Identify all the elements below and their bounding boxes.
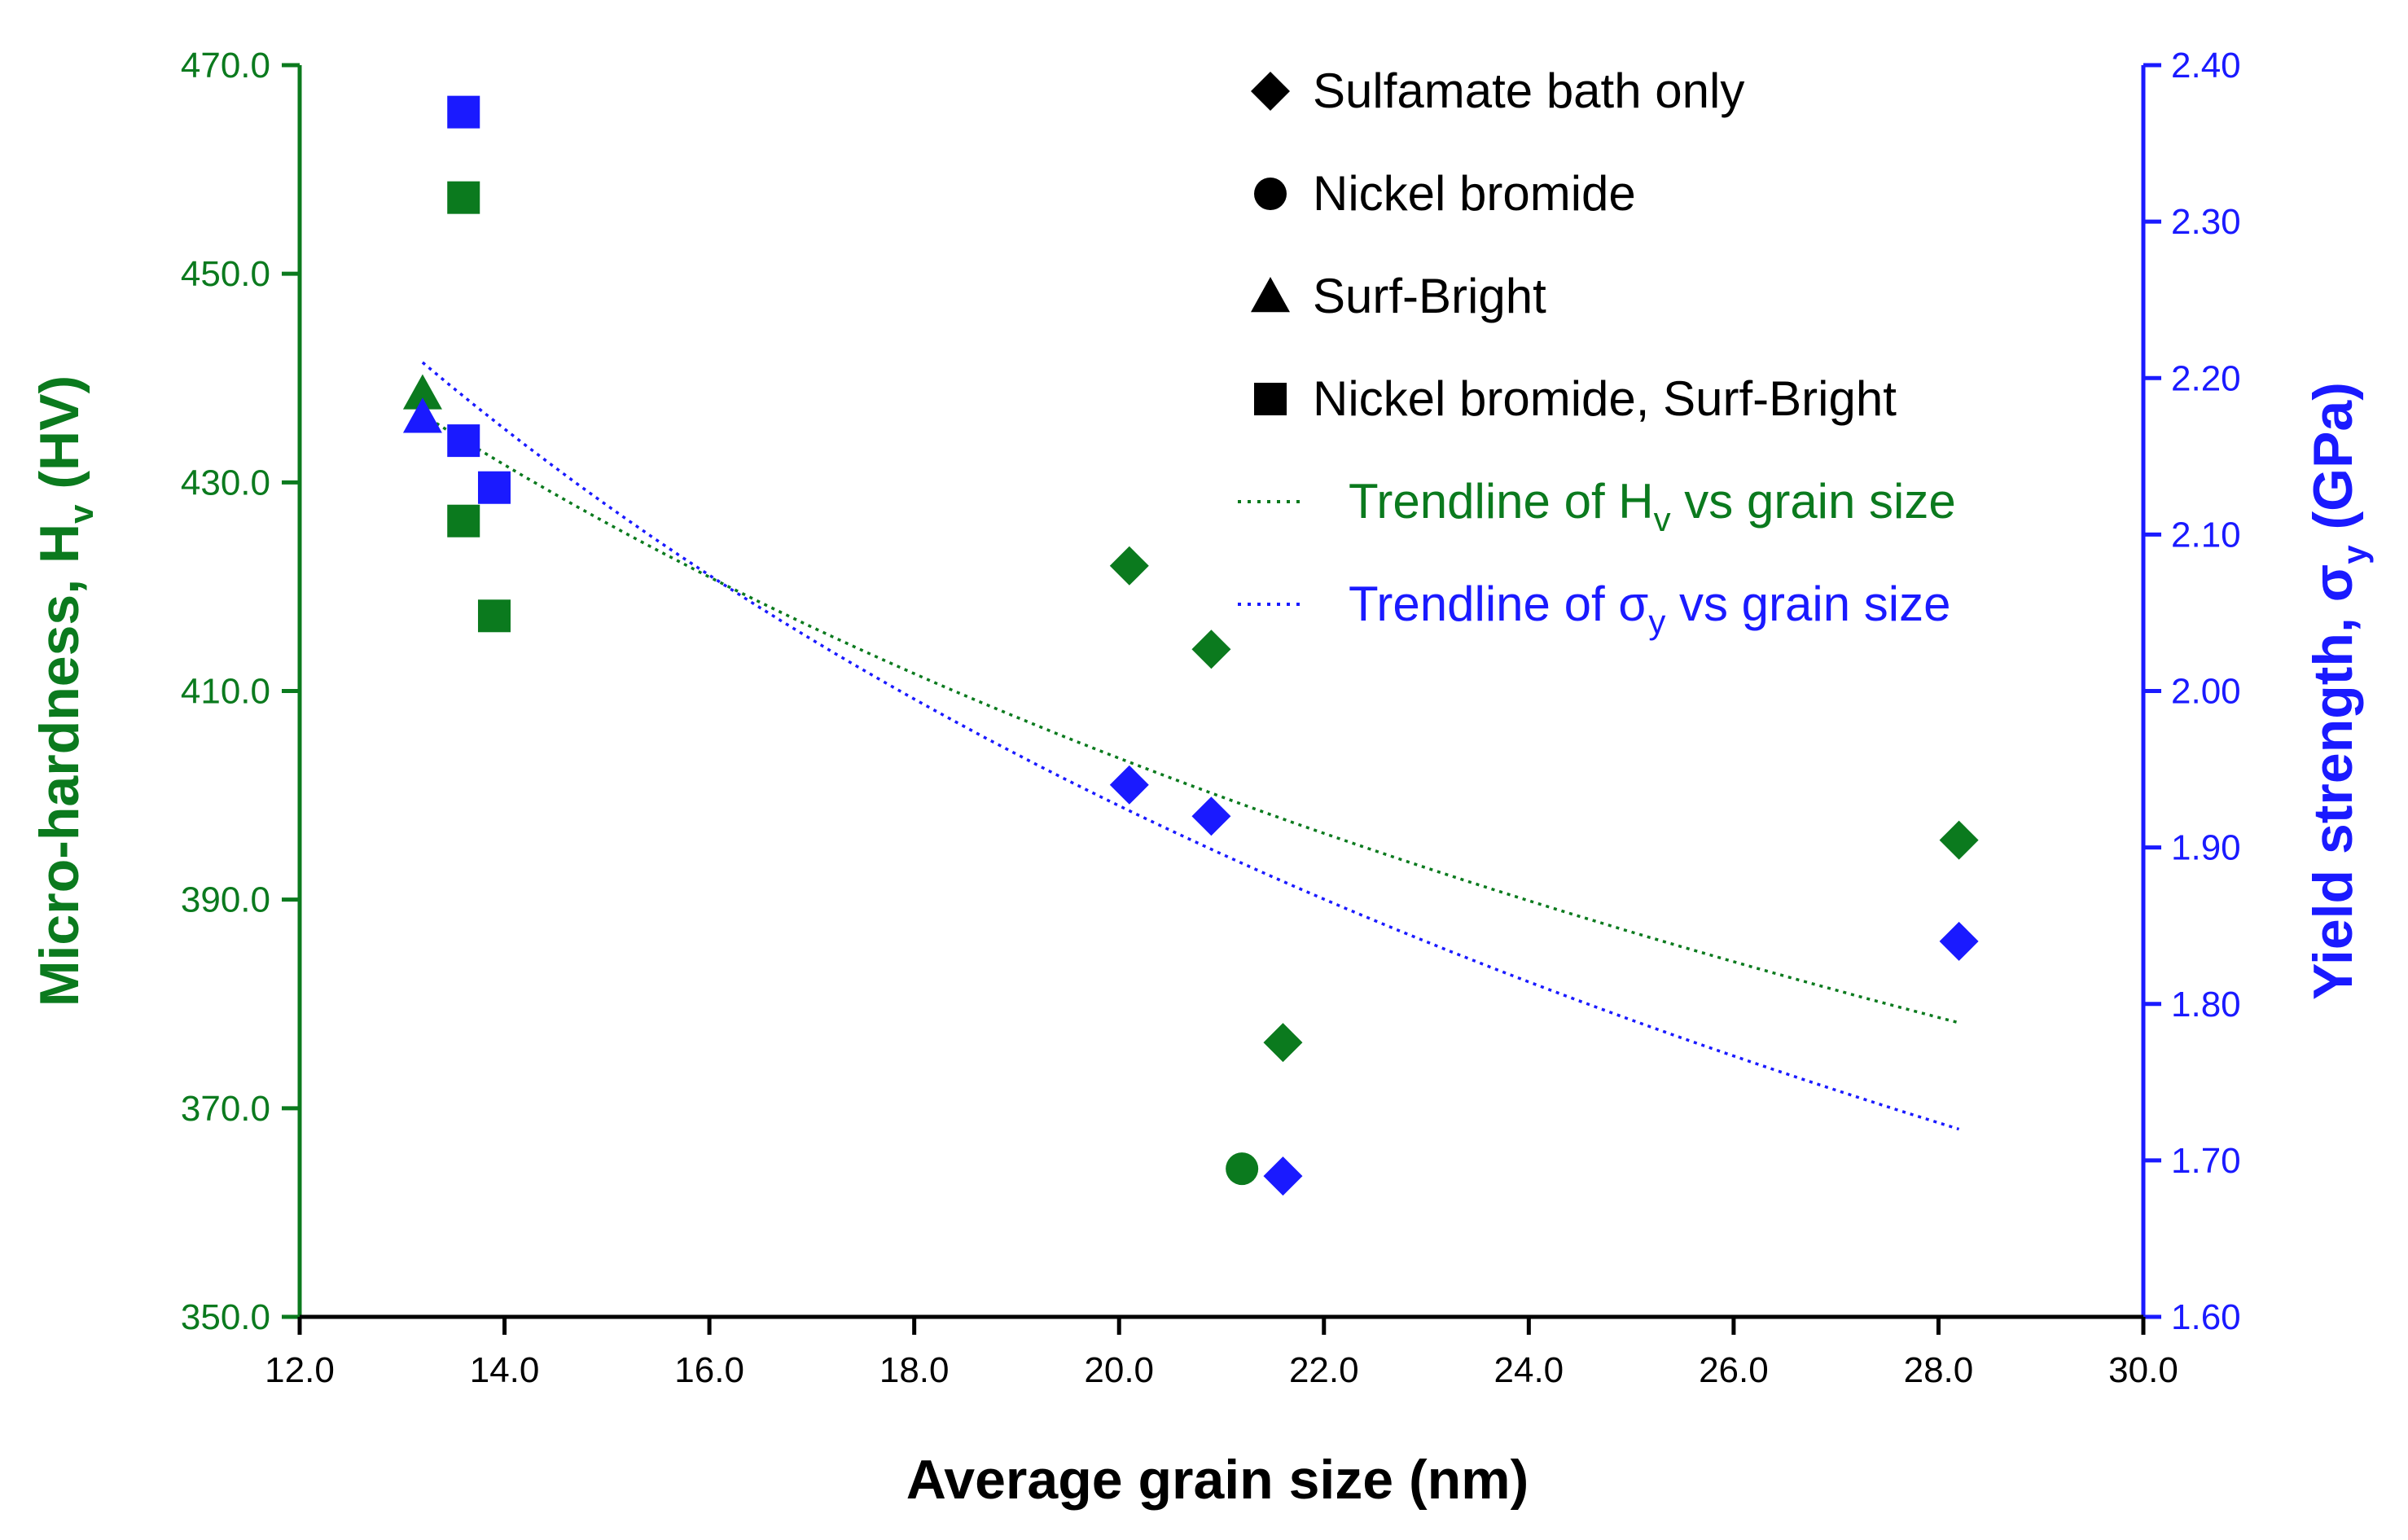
y-right-tick-label: 1.90 [2171,828,2241,868]
hardness-point-square [477,599,511,633]
legend-label-tail: vs grain size [1665,577,1950,631]
hardness-point-diamond [1263,1023,1303,1063]
legend-label: Nickel bromide, Surf-Bright [1313,371,1897,426]
x-tick-label: 20.0 [1084,1350,1154,1390]
yield-point-square [477,471,511,504]
legend-label-main: Trendline of H [1349,474,1654,529]
trendline-hardness [421,413,1960,1024]
y-left-tick-label: 430.0 [181,463,270,502]
x-tick-label: 22.0 [1289,1350,1359,1390]
yield-point-diamond [1191,796,1231,836]
y-right-axis-title-tail: (GPa) [2302,382,2364,545]
hardness-point-square [447,504,480,537]
y-left-axis-title: Micro-hardness, Hv (HV) [29,375,100,1007]
y-left-tick-label: 350.0 [181,1297,270,1337]
x-tick-label: 24.0 [1494,1350,1564,1390]
x-tick-label: 12.0 [265,1350,335,1390]
y-left-tick-label: 410.0 [181,672,270,712]
axes: 350.0 370.0 390.0 410.0 430.0 450.0 470.0 1.60 1… [181,46,2241,1390]
y-left-tick-label: 390.0 [181,880,270,920]
hardness-point-triangle [402,374,442,410]
axis-titles: Average grain size (nm) Micro-hardness, … [29,375,2374,1511]
x-tick-label: 14.0 [470,1350,540,1390]
y-left-axis-title-main: Micro-hardness, H [29,524,90,1007]
y-right-tick-label: 1.70 [2171,1141,2241,1181]
legend-label: Surf-Bright [1313,269,1546,323]
y-right-tick-label: 2.00 [2171,672,2241,712]
yield-point-triangle [402,397,442,433]
yield-point-diamond [1263,1156,1303,1196]
hardness-point-diamond [1109,546,1149,586]
y-right-tick-label: 2.20 [2171,358,2241,398]
y-right-axis-title-main: Yield strength, σ [2302,564,2364,1000]
data-points [402,95,1979,1196]
yield-point-diamond [1939,921,1979,961]
x-tick-label: 30.0 [2108,1350,2178,1390]
y-left-tick-label: 470.0 [181,46,270,86]
legend-label: Sulfamate bath only [1313,64,1744,118]
x-tick-label: 26.0 [1699,1350,1769,1390]
y-right-tick-label: 2.10 [2171,515,2241,555]
x-tick-label: 18.0 [879,1350,950,1390]
y-left-tick-label: 450.0 [181,254,270,294]
yield-point-square [447,95,480,129]
yield-point-square [447,424,480,458]
y-left-tick-label: 370.0 [181,1089,270,1129]
yield-point-diamond [1109,765,1149,805]
hardness-point-square [447,181,480,214]
legend-label: Nickel bromide [1313,166,1636,221]
hardness-point-diamond [1191,630,1231,669]
trendlines [421,361,1960,1131]
y-right-tick-label: 2.30 [2171,202,2241,242]
legend-diamond-marker [1251,72,1290,111]
y-right-tick-label: 2.40 [2171,46,2241,86]
x-tick-label: 28.0 [1904,1350,1974,1390]
legend-label-tail: vs grain size [1671,474,1956,529]
y-right-tick-label: 1.80 [2171,985,2241,1024]
y-right-axis-title-sub: y [2336,545,2374,564]
legend-label: Trendline of Hv vs grain size [1349,474,1956,538]
legend: Sulfamate bath only Nickel bromide Surf-Br… [1238,64,1956,641]
y-right-axis-title: Yield strength, σy (GPa) [2302,382,2374,1000]
x-axis-title: Average grain size (nm) [906,1449,1529,1511]
hardness-point-diamond [1939,820,1979,860]
legend-label: Trendline of σy vs grain size [1349,577,1950,641]
x-tick-label: 16.0 [674,1350,744,1390]
hardness-point-circle [1226,1152,1259,1186]
legend-label-main: Trendline of σ [1349,577,1648,631]
legend-circle-marker [1254,178,1287,210]
legend-label-sub: y [1648,603,1665,641]
legend-label-sub: v [1654,500,1671,538]
legend-square-marker [1254,383,1287,415]
y-right-tick-label: 1.60 [2171,1297,2241,1337]
y-left-axis-title-sub: v [62,504,100,524]
y-left-axis-title-tail: (HV) [29,375,90,505]
trendline-yield [421,361,1960,1131]
legend-triangle-marker [1251,277,1290,313]
